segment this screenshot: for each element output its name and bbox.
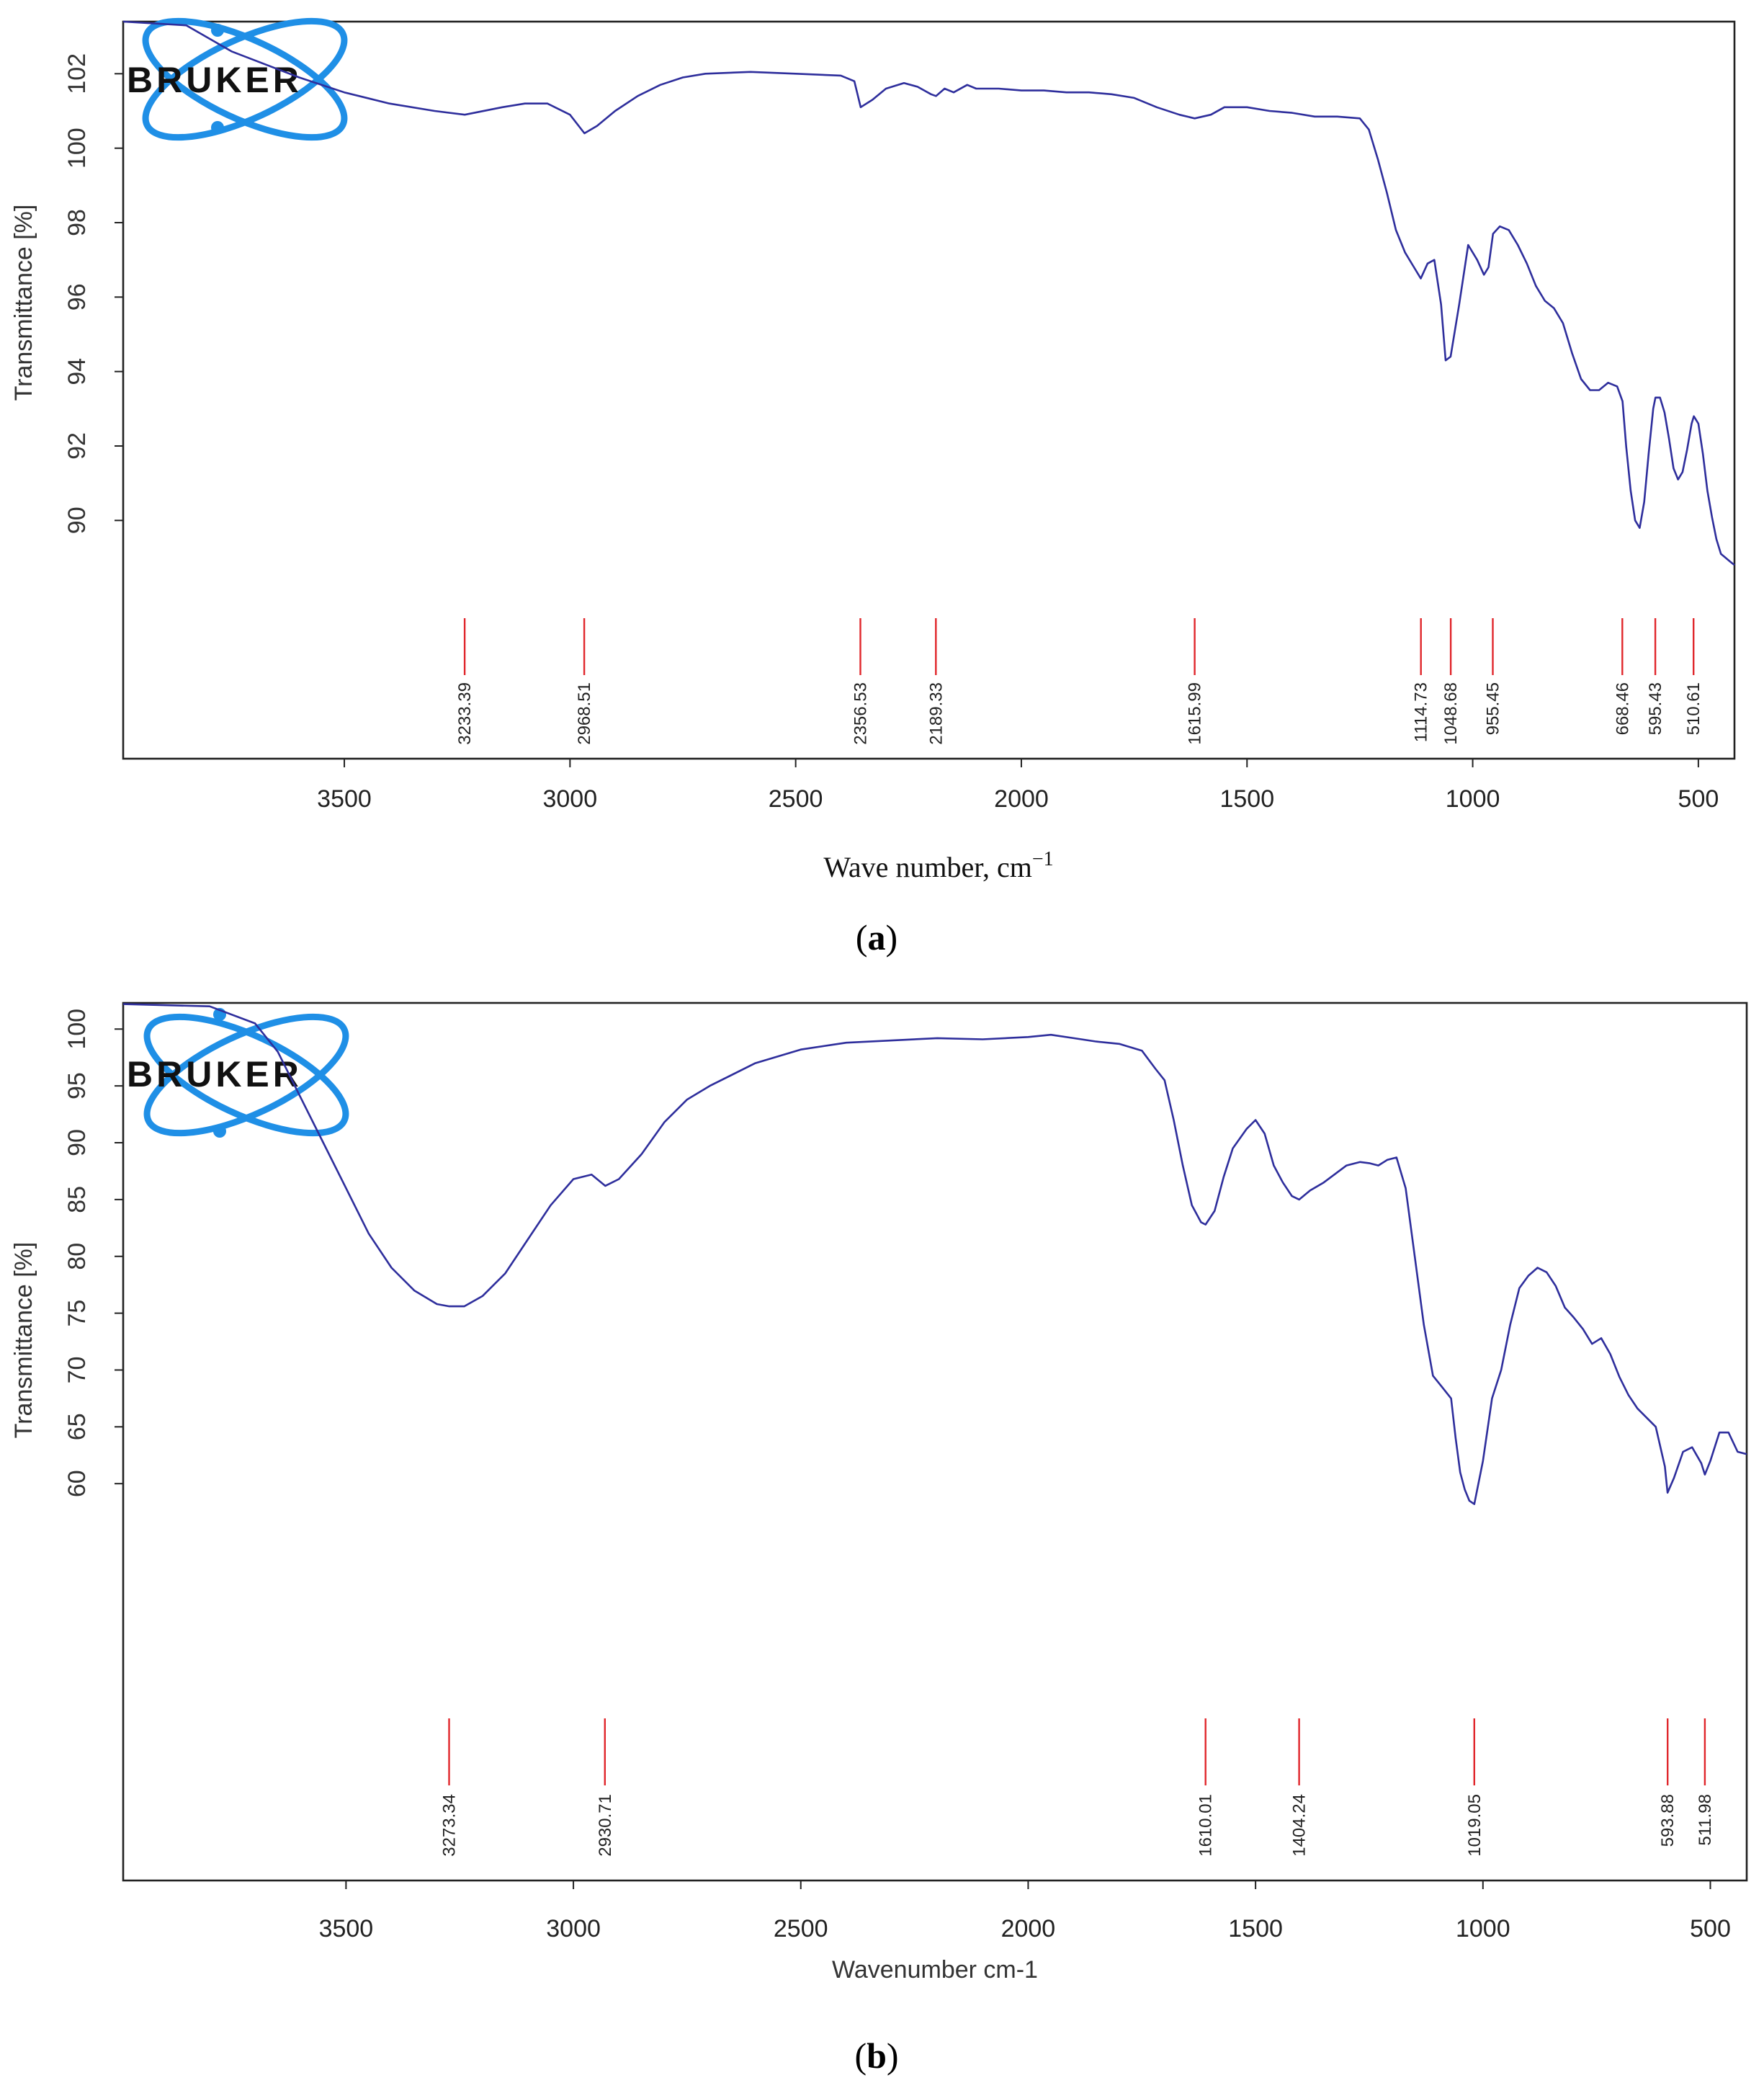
panel-b-axis-ticks: 60 65 70 75 80 85 90 95 100 3500 3000 2500 2000 1500 1… [63, 1009, 1731, 1942]
x-tick-label: 1500 [1219, 785, 1274, 813]
panel-a: BRUKER 90 92 94 96 98 100 102 3500 3000 2500 2000 1… [10, 17, 1736, 958]
y-tick-label: 90 [63, 507, 91, 534]
y-tick-label: 70 [63, 1357, 91, 1384]
peak-label: 1114.73 [1412, 682, 1431, 742]
panel-b-peak-markers: 3273.34 2930.71 1610.01 1404.24 1019.05 593.8… [440, 1718, 1715, 1857]
x-tick-label: 2500 [774, 1915, 828, 1942]
y-tick-label: 90 [63, 1129, 91, 1156]
y-tick-label: 100 [63, 1009, 91, 1050]
x-tick-label: 3500 [319, 1915, 374, 1942]
y-tick-label: 95 [63, 1072, 91, 1099]
y-tick-label: 80 [63, 1243, 91, 1270]
peak-label: 1048.68 [1441, 682, 1461, 745]
peak-label: 2968.51 [575, 682, 594, 745]
peak-label: 2189.33 [926, 682, 946, 745]
panel-a-plot-frame [122, 20, 1736, 760]
panel-a-spectrum-line [122, 20, 1735, 566]
peak-label: 1019.05 [1465, 1794, 1485, 1857]
x-tick-label: 2000 [994, 785, 1049, 813]
y-tick-label: 75 [63, 1300, 91, 1327]
x-tick-label: 3000 [546, 1915, 601, 1942]
peak-label: 2930.71 [596, 1794, 615, 1857]
x-tick-label: 1500 [1228, 1915, 1283, 1942]
panel-b-y-axis-label: Transmittance [%] [10, 1242, 37, 1439]
x-tick-label: 2500 [769, 785, 823, 813]
panel-a-y-axis-label: Transmittance [%] [10, 205, 37, 401]
peak-label: 593.88 [1658, 1794, 1678, 1847]
peak-label: 595.43 [1646, 682, 1665, 735]
x-tick-label: 500 [1690, 1915, 1731, 1942]
y-tick-label: 92 [63, 432, 91, 460]
x-tick-label: 1000 [1456, 1915, 1510, 1942]
panel-b-plot-frame [122, 1001, 1748, 1882]
peak-label: 1404.24 [1290, 1794, 1309, 1857]
panel-a-peak-markers: 3233.39 2968.51 2356.53 2189.33 1615.99 1114.… [455, 618, 1703, 745]
y-tick-label: 102 [63, 53, 91, 94]
panel-b-logo: BRUKER [127, 1008, 349, 1138]
peak-label: 1610.01 [1196, 1794, 1216, 1857]
peak-label: 2356.53 [851, 682, 871, 745]
x-tick-label: 2000 [1001, 1915, 1056, 1942]
x-tick-label: 3500 [317, 785, 372, 813]
logo-orbit-2 [142, 17, 348, 141]
logo-orbit-1 [142, 17, 348, 141]
peak-label: 668.46 [1613, 682, 1632, 735]
peak-label: 510.61 [1684, 682, 1703, 735]
peak-label: 955.45 [1484, 682, 1503, 735]
x-tick-label: 1000 [1446, 785, 1500, 813]
peak-label: 1615.99 [1186, 682, 1205, 745]
logo-electron-bottom [213, 1125, 226, 1138]
panel-a-x-axis-label: Wave number, cm−1 [823, 848, 1053, 883]
y-tick-label: 60 [63, 1470, 91, 1497]
y-tick-label: 85 [63, 1186, 91, 1213]
peak-label: 3233.39 [455, 682, 475, 745]
y-tick-label: 94 [63, 358, 91, 385]
panel-a-caption: (a) [856, 917, 897, 958]
logo-text: BRUKER [127, 1054, 303, 1094]
y-tick-label: 96 [63, 283, 91, 311]
y-tick-label: 100 [63, 128, 91, 169]
peak-label: 511.98 [1696, 1794, 1715, 1846]
panel-b-x-axis-label: Wavenumber cm-1 [832, 1956, 1038, 1984]
logo-orbit-2 [143, 1013, 349, 1137]
y-tick-label: 65 [63, 1413, 91, 1440]
panel-b-caption: (b) [854, 2035, 898, 2076]
logo-text: BRUKER [127, 60, 303, 100]
peak-label: 3273.34 [440, 1794, 460, 1857]
y-tick-label: 98 [63, 209, 91, 236]
logo-electron-top [211, 24, 224, 37]
panel-a-axis-ticks: 90 92 94 96 98 100 102 3500 3000 2500 2000 1500 1000… [63, 53, 1719, 813]
logo-electron-bottom [211, 121, 224, 134]
logo-orbit-1 [143, 1013, 349, 1137]
panel-b: BRUKER 60 65 70 75 80 85 90 95 100 3500 3000 2500 20… [10, 1001, 1748, 2076]
panel-b-spectrum-line [122, 1003, 1747, 1505]
x-tick-label: 3000 [542, 785, 597, 813]
x-tick-label: 500 [1678, 785, 1719, 813]
